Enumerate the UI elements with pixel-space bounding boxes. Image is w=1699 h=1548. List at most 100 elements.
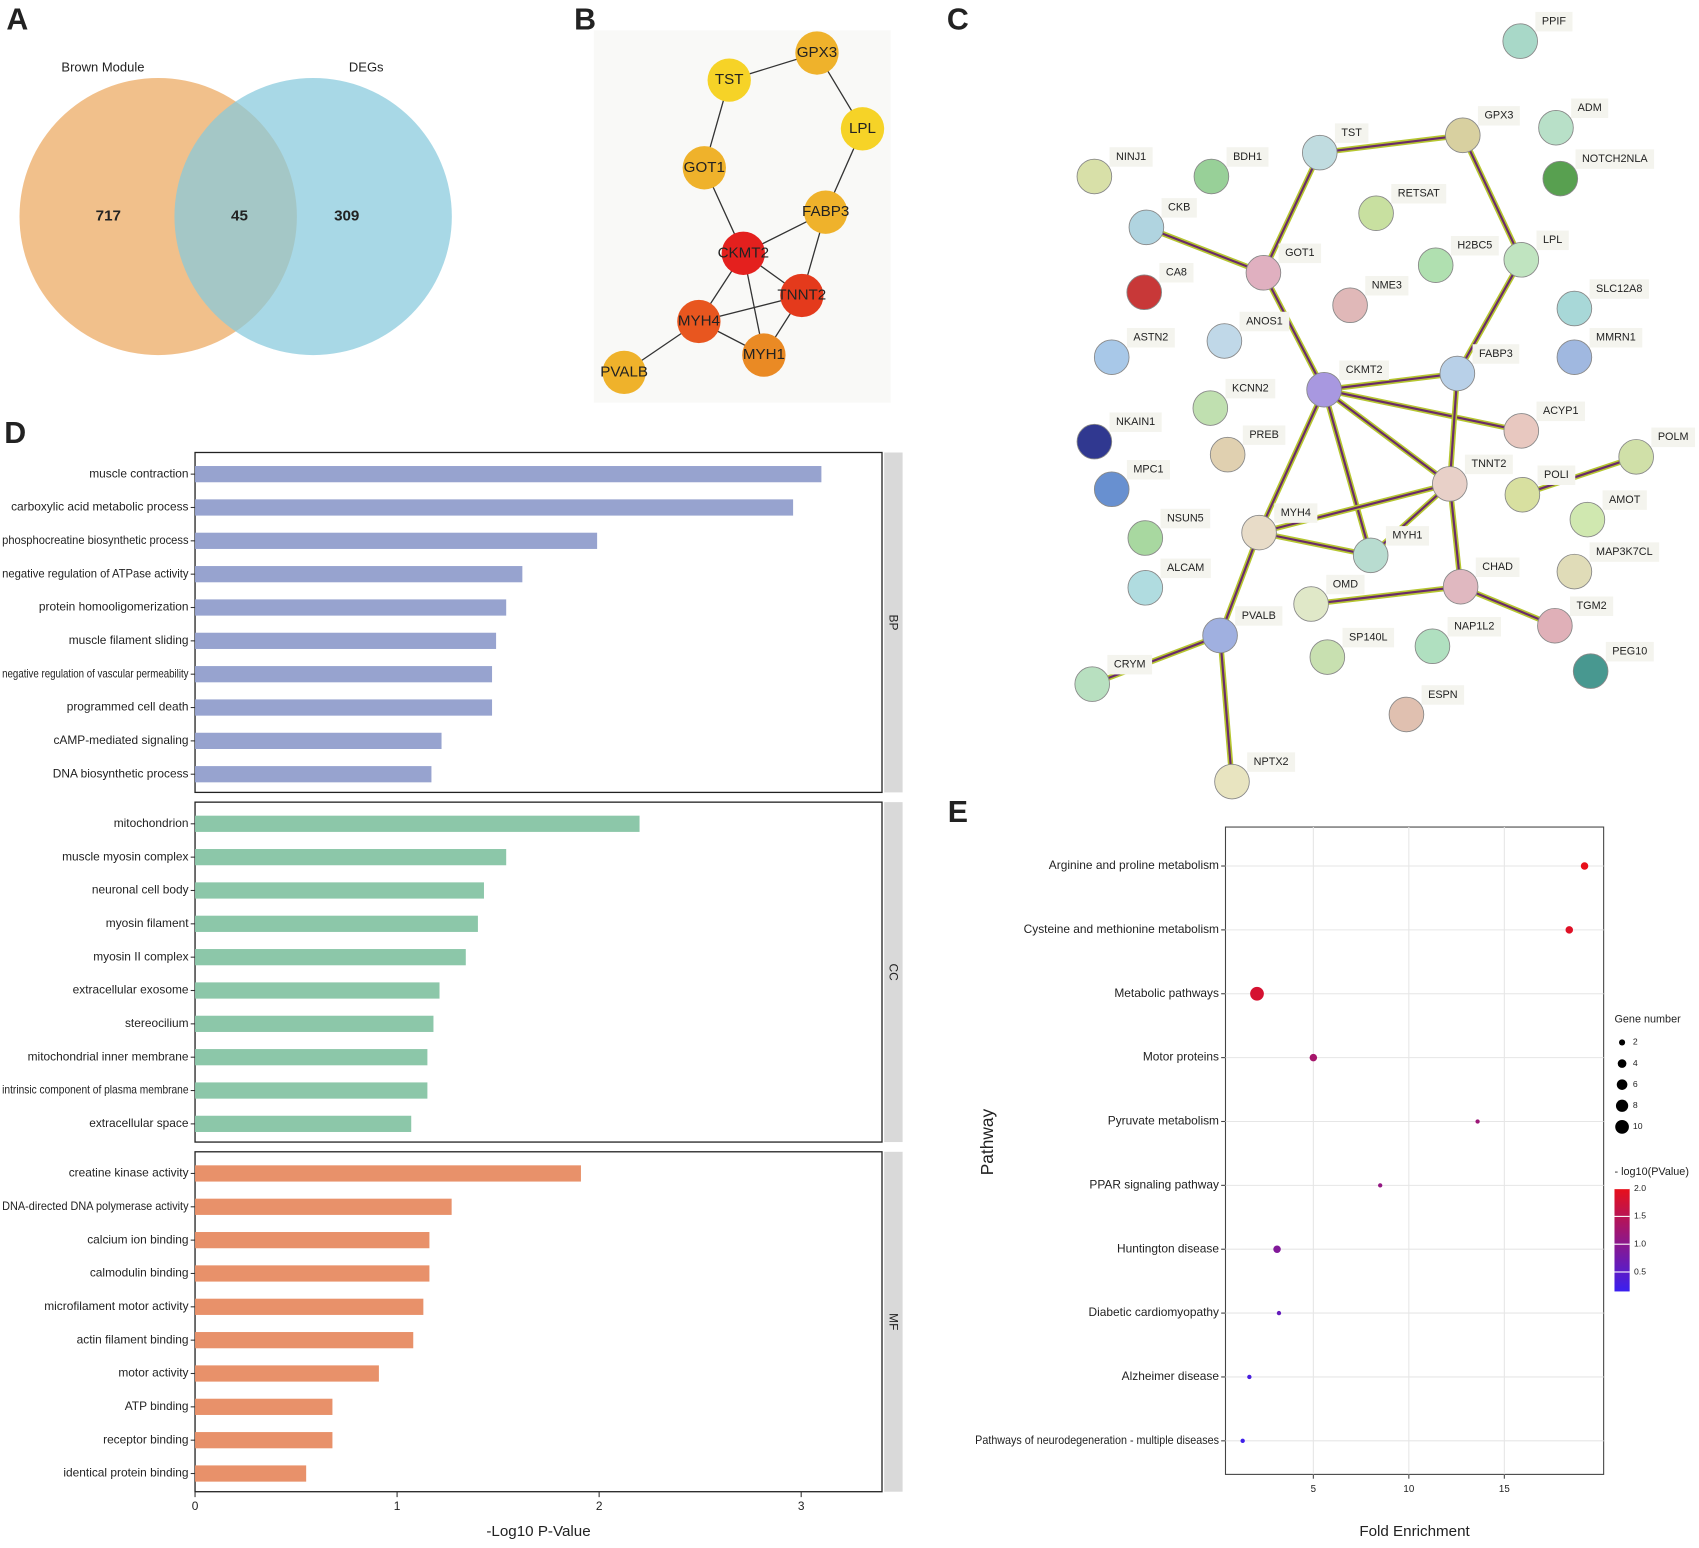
edge bbox=[1323, 388, 1451, 485]
node-label: GOT1 bbox=[1285, 247, 1314, 259]
node-label: PREB bbox=[1249, 429, 1279, 441]
y-tick-label: mitochondrial inner membrane bbox=[28, 1049, 189, 1063]
label-box bbox=[1334, 123, 1369, 143]
legend-title: - log10(PValue) bbox=[1614, 1166, 1688, 1178]
facet-label: BP bbox=[887, 615, 901, 631]
edge bbox=[1522, 455, 1637, 496]
point bbox=[1240, 1438, 1245, 1443]
colorbar bbox=[1614, 1188, 1630, 1292]
edge bbox=[1323, 388, 1522, 432]
label-box bbox=[1161, 198, 1197, 218]
node bbox=[1442, 568, 1479, 605]
y-tick-label: Cysteine and methionine metabolism bbox=[1024, 922, 1219, 936]
legend-size-key bbox=[1615, 1120, 1629, 1134]
label-box bbox=[1589, 328, 1643, 348]
edge bbox=[1323, 389, 1372, 556]
y-tick-label: stereocilium bbox=[125, 1016, 189, 1030]
bar bbox=[195, 1198, 452, 1215]
node bbox=[1214, 763, 1250, 800]
y-tick-label: neuronal cell body bbox=[92, 883, 189, 897]
node-label: FABP3 bbox=[802, 203, 849, 220]
edge bbox=[1219, 532, 1261, 636]
label-box bbox=[1537, 465, 1576, 485]
label-box bbox=[1651, 427, 1696, 448]
bar bbox=[195, 632, 497, 649]
venn-count: 45 bbox=[231, 208, 248, 225]
point bbox=[1250, 986, 1264, 1001]
point bbox=[1309, 1053, 1318, 1062]
bar bbox=[195, 982, 440, 999]
edge bbox=[1145, 226, 1264, 274]
node-label: PEG10 bbox=[1612, 646, 1647, 658]
label-box bbox=[1391, 184, 1447, 204]
venn-count: 309 bbox=[334, 208, 359, 225]
edge bbox=[1456, 259, 1523, 374]
node-label: SP140L bbox=[1349, 631, 1388, 643]
node bbox=[1503, 242, 1540, 278]
node bbox=[677, 299, 721, 344]
bar bbox=[195, 1398, 333, 1415]
node-label: KCNN2 bbox=[1232, 382, 1269, 394]
node-label: ACYP1 bbox=[1543, 405, 1579, 417]
label-box bbox=[1536, 230, 1569, 251]
bar bbox=[195, 666, 493, 683]
label-box bbox=[1421, 685, 1465, 705]
node bbox=[1332, 287, 1368, 324]
label-box bbox=[1472, 344, 1520, 364]
y-tick-label: receptor binding bbox=[103, 1432, 188, 1446]
node bbox=[1358, 195, 1394, 232]
facet-strip bbox=[884, 1151, 903, 1492]
bar bbox=[195, 699, 493, 716]
bar bbox=[195, 1298, 424, 1315]
bar bbox=[195, 1165, 581, 1182]
label-box bbox=[1342, 627, 1395, 648]
node bbox=[803, 190, 848, 234]
bar bbox=[195, 1265, 430, 1282]
label-box bbox=[1126, 328, 1175, 348]
y-tick-label: protein homooligomerization bbox=[39, 600, 189, 614]
legend-title: Gene number bbox=[1614, 1014, 1681, 1026]
y-tick-label: identical protein binding bbox=[63, 1466, 188, 1480]
node bbox=[682, 146, 726, 190]
node bbox=[1241, 514, 1277, 551]
node-label: PPIF bbox=[1542, 16, 1566, 28]
node-label: CA8 bbox=[1166, 267, 1187, 279]
node bbox=[1193, 158, 1230, 195]
node bbox=[1503, 413, 1540, 449]
set-label: Brown Module bbox=[61, 60, 144, 75]
node-label: BDH1 bbox=[1233, 151, 1262, 163]
bar bbox=[195, 466, 822, 483]
node bbox=[1206, 323, 1243, 359]
y-tick-label: programmed cell death bbox=[67, 700, 189, 714]
label-box bbox=[1107, 654, 1153, 675]
venn-set bbox=[174, 77, 452, 356]
legend-label: 10 bbox=[1633, 1121, 1643, 1131]
bar bbox=[195, 1115, 412, 1132]
node-label: ESPN bbox=[1428, 689, 1458, 701]
label-box bbox=[1589, 279, 1649, 299]
y-tick-label: intrinsic component of plasma membrane bbox=[2, 1083, 189, 1097]
label-box bbox=[1535, 11, 1573, 32]
y-tick-label: Motor proteins bbox=[1143, 1050, 1219, 1064]
bar bbox=[195, 1332, 414, 1349]
x-tick-label: 15 bbox=[1499, 1484, 1510, 1495]
node bbox=[1202, 617, 1238, 654]
facet-strip bbox=[884, 802, 903, 1143]
node bbox=[1309, 639, 1346, 675]
x-tick-label: 10 bbox=[1403, 1484, 1414, 1495]
y-tick-label: DNA biosynthetic process bbox=[53, 766, 189, 780]
node bbox=[1245, 255, 1282, 291]
label-box bbox=[1571, 98, 1609, 118]
node-label: NKAIN1 bbox=[1116, 416, 1155, 428]
point bbox=[1247, 1374, 1252, 1380]
colorbar-label: 1.5 bbox=[1634, 1211, 1646, 1221]
y-tick-label: creatine kinase activity bbox=[69, 1166, 189, 1180]
colorbar-label: 1.0 bbox=[1634, 1238, 1646, 1248]
venn-count: 717 bbox=[96, 208, 121, 225]
panel-label: B bbox=[574, 4, 596, 37]
node bbox=[780, 273, 824, 318]
node bbox=[1076, 158, 1113, 195]
node bbox=[742, 333, 786, 377]
label-box bbox=[1126, 460, 1170, 480]
node-label: RETSAT bbox=[1398, 188, 1440, 200]
